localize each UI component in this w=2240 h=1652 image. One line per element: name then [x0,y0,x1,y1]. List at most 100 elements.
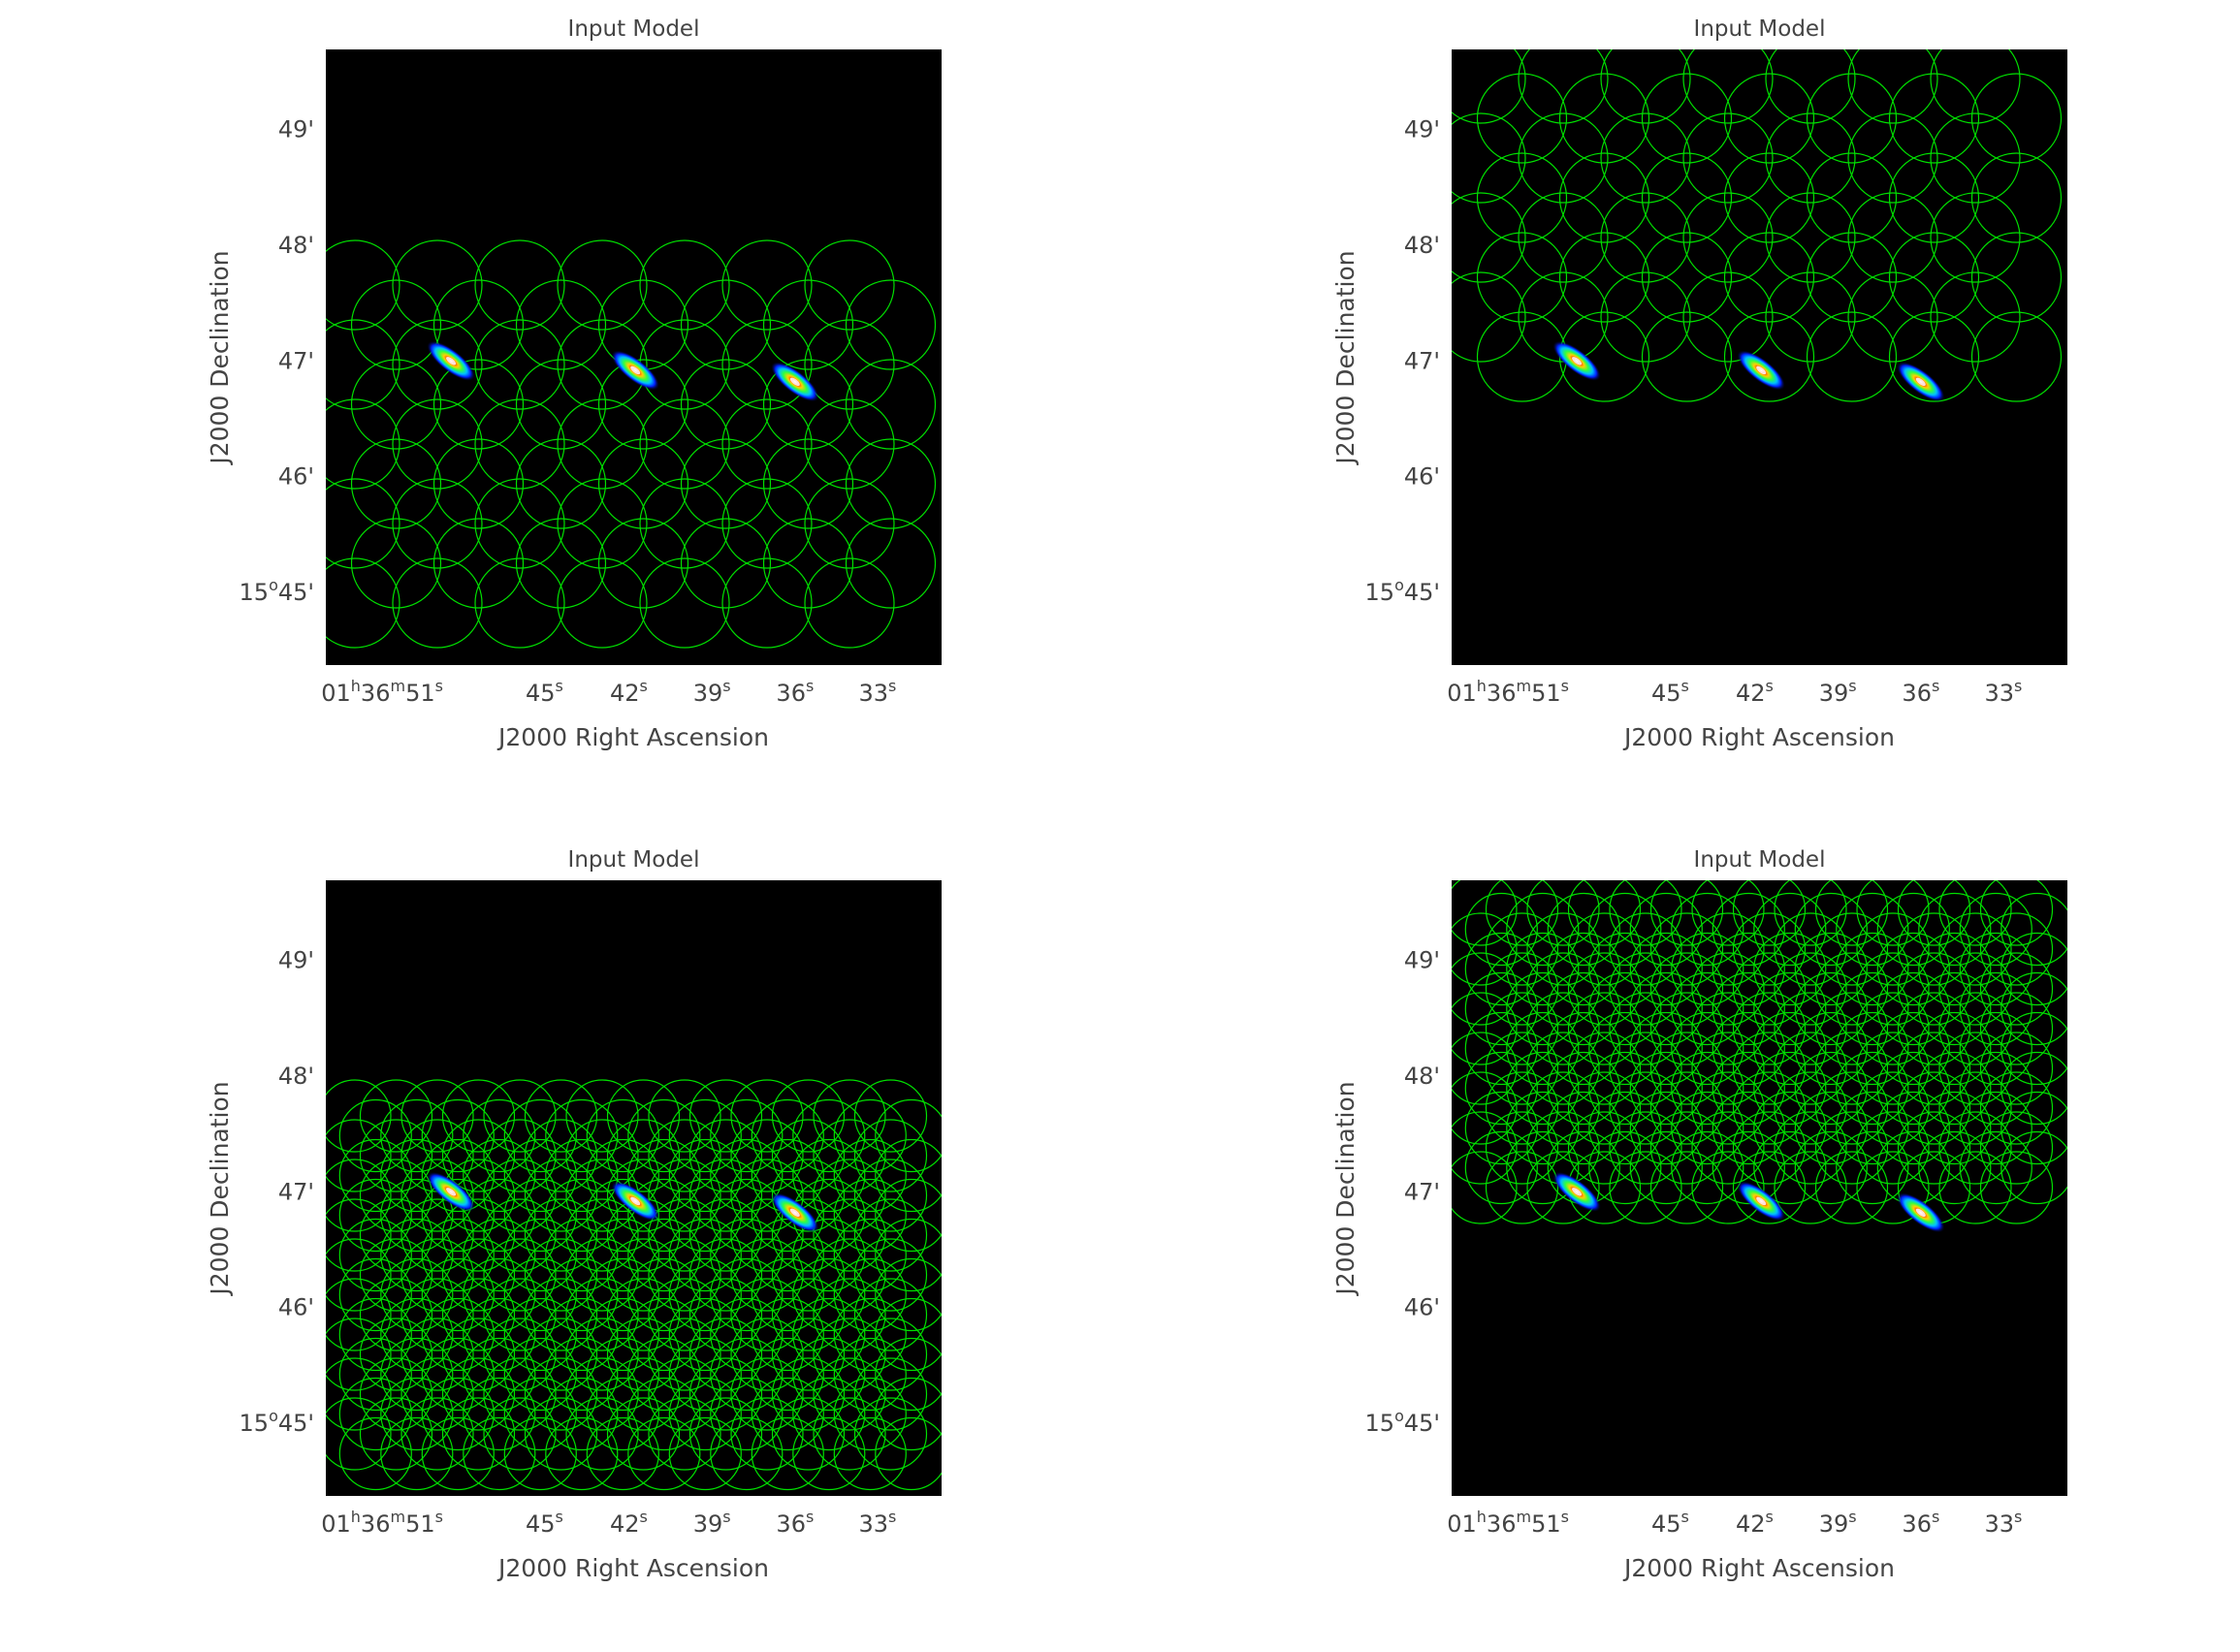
pointing-circle [1814,880,1889,946]
pointing-circle [1774,1071,1847,1145]
pointing-circle [1814,1032,1889,1105]
pointing-circle [463,1218,536,1292]
pointing-circle [326,1357,392,1431]
x-tick-label: 39s [693,677,731,707]
pointing-circle [326,239,400,331]
pointing-circle [1814,912,1889,986]
source-blob [1897,362,1945,402]
pointing-circle [1970,73,2063,164]
pointing-circle [771,1397,846,1471]
pointing-circle [1765,271,1856,363]
y-tick-label: 49' [278,947,314,974]
x-tick-label: 33s [1985,677,2023,707]
pointing-circle [1723,152,1815,243]
pointing-circle [813,1278,886,1351]
pointing-circle [545,1377,619,1451]
pointing-circle [1526,992,1600,1065]
pointing-circle [503,1416,577,1491]
pointing-circle [524,1278,598,1351]
pointing-circle [1938,880,2012,946]
pointing-circle [503,1218,577,1292]
pointing-circle [1567,1111,1642,1185]
pointing-circle [1712,1051,1785,1126]
pointing-circle [762,438,854,529]
pointing-circle [1753,1130,1827,1205]
pointing-circle [515,438,607,529]
pointing-circle [648,1318,721,1391]
pointing-circle [1629,971,1703,1046]
pointing-circle [1506,932,1580,1006]
pointing-circle [359,1318,433,1391]
pointing-circle [359,1159,433,1232]
pointing-circle [804,239,895,331]
pointing-circle [1888,311,1980,402]
pointing-circle [338,1337,412,1412]
pointing-circle [1836,1091,1909,1165]
pointing-circle [1682,192,1774,283]
pointing-circle [380,1178,454,1253]
pointing-circle [380,1218,454,1292]
pointing-circle [338,1377,412,1451]
x-tick-label: 42s [610,677,648,707]
pointing-circle [1918,1011,1992,1086]
pointing-circle [1732,1032,1807,1105]
pointing-circle [1691,952,1765,1026]
pointing-circle [688,1159,763,1232]
pointing-circle [1671,1051,1744,1126]
y-tick-label: 49' [1404,947,1440,974]
pointing-circle [1629,1130,1703,1205]
pointing-circle [597,359,689,450]
pointing-circle [1641,232,1733,323]
x-tick-label: 42s [1736,1508,1774,1538]
pointing-circle [1918,892,1992,967]
pointing-circle [1567,1032,1642,1105]
pointing-circle [432,438,525,529]
pointing-circle [875,1218,942,1292]
pointing-circle [1485,880,1559,946]
pointing-circle [1723,311,1815,402]
pointing-circle [792,1377,866,1451]
pointing-circle [1930,192,2021,283]
pointing-circle [1547,1051,1620,1126]
pointing-circle [359,1198,433,1272]
y-tick-label: 48' [1404,232,1440,259]
pointing-circle [1765,192,1856,283]
pointing-circle [688,1318,763,1391]
pointing-circle [688,1198,763,1272]
pointing-circle [730,1079,804,1153]
pointing-circle [792,1218,866,1292]
pointing-circle [1765,49,1856,124]
pointing-circle [1856,1032,1930,1105]
pointing-circle [326,1318,392,1391]
pointing-circle [648,1238,721,1312]
y-tick-label: 46' [1404,1294,1440,1321]
pointing-circle [1970,152,2063,243]
pointing-circle [721,478,813,569]
pointing-circle [1464,1011,1538,1086]
pointing-circle [804,557,895,649]
x-tick-label: 45s [526,677,563,707]
pointing-circle [1806,73,1898,164]
pointing-circle [1806,232,1898,323]
pointing-circle [1588,1011,1662,1086]
panel-bottom-left: Input Model 49' 48' 47' 46' 15o45' 01h36m51s 45… [206,847,942,1582]
pointing-circle [326,319,400,410]
pointing-circle [1464,1130,1538,1205]
pointing-circle [875,1098,942,1173]
pointing-circle [1774,992,1847,1065]
pointing-circle [565,1278,639,1351]
pointing-circle [1452,271,1526,363]
pointing-circle [1506,1130,1580,1205]
pointing-circle [833,1297,907,1372]
pointing-circle [804,398,895,490]
pointing-circle [833,1138,907,1213]
pointing-circle [380,1257,454,1332]
pointing-circle [1794,1051,1868,1126]
pointing-circle [730,1198,804,1272]
pointing-circle [1897,1111,1971,1185]
pointing-circle [1814,1071,1889,1145]
pointing-circle [1526,912,1600,986]
pointing-circle [813,1238,886,1312]
pointing-circle [400,1159,474,1232]
pointing-circle [875,1178,942,1253]
